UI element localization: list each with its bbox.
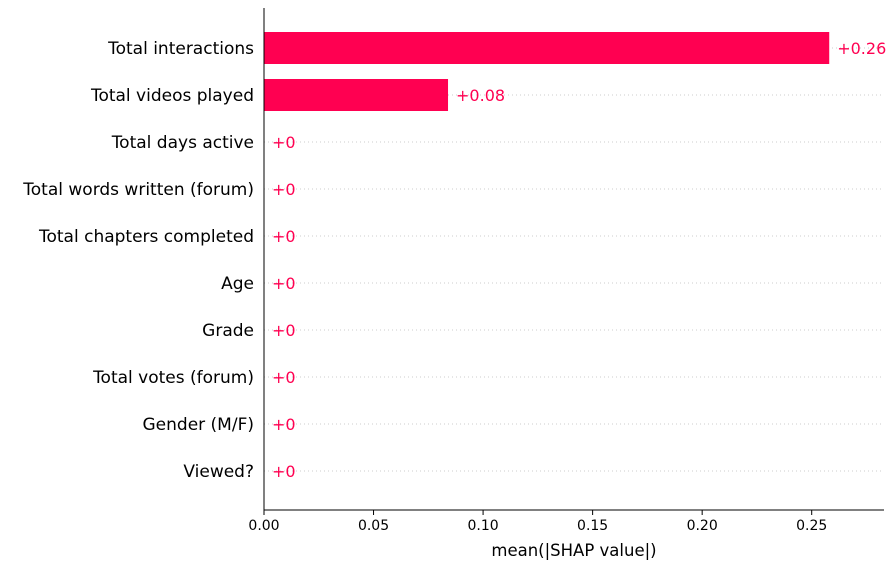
value-label: +0 xyxy=(272,180,296,199)
bar xyxy=(264,79,449,111)
value-label: +0 xyxy=(272,274,296,293)
category-label: Age xyxy=(221,274,254,294)
value-label: +0 xyxy=(272,462,296,481)
value-label: +0.26 xyxy=(837,39,886,58)
value-label: +0 xyxy=(272,321,296,340)
x-tick-label: 0.20 xyxy=(687,518,718,534)
value-label: +0 xyxy=(272,368,296,387)
x-tick-label: 0.05 xyxy=(358,518,389,534)
axes xyxy=(263,8,884,515)
category-label: Total words written (forum) xyxy=(22,180,254,200)
category-label: Total videos played xyxy=(90,86,254,106)
labels: Total interactions +0.26 Total videos play… xyxy=(22,39,886,534)
bar xyxy=(264,32,830,64)
grid-lines xyxy=(264,47,884,472)
category-label: Viewed? xyxy=(183,462,254,482)
value-label: +0 xyxy=(272,415,296,434)
category-label: Total chapters completed xyxy=(38,227,254,247)
category-label: Gender (M/F) xyxy=(143,415,255,435)
category-label: Grade xyxy=(202,321,254,341)
category-label: Total votes (forum) xyxy=(92,368,254,388)
value-label: +0 xyxy=(272,133,296,152)
bars xyxy=(264,32,830,111)
x-axis-title: mean(|SHAP value|) xyxy=(491,541,656,560)
x-tick-label: 0.15 xyxy=(577,518,608,534)
category-label: Total interactions xyxy=(107,39,254,59)
x-tick-label: 0.00 xyxy=(248,518,279,534)
category-label: Total days active xyxy=(111,133,254,153)
value-label: +0.08 xyxy=(456,86,505,105)
value-label: +0 xyxy=(272,227,296,246)
x-tick-label: 0.25 xyxy=(796,518,827,534)
x-tick-label: 0.10 xyxy=(467,518,498,534)
